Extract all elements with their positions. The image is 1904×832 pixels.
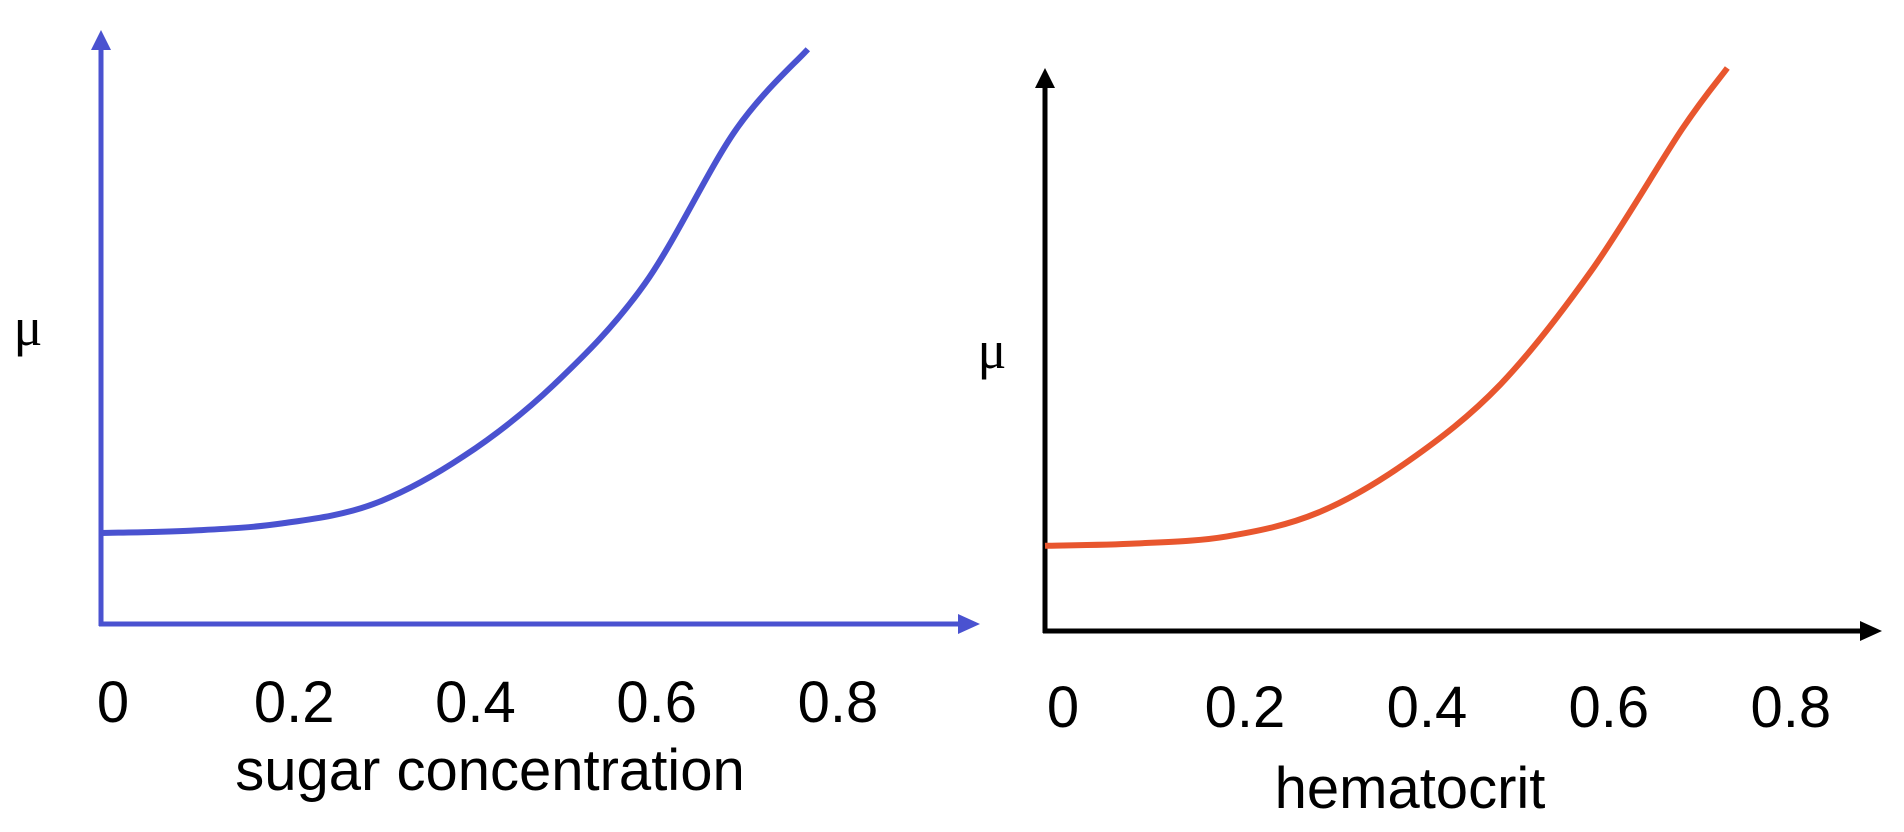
sugar-x-tick-labels: 0 0.2 0.4 0.6 0.8 <box>97 670 878 735</box>
x-tick-label: 0.4 <box>435 670 516 735</box>
sugar-chart: 0 0.2 0.4 0.6 0.8 sugar concentration μ <box>14 30 980 803</box>
hematocrit-x-axis-title: hematocrit <box>1275 756 1546 821</box>
hematocrit-chart: 0 0.2 0.4 0.6 0.8 hematocrit μ <box>978 66 1882 821</box>
hematocrit-x-axis-arrow <box>1860 621 1882 641</box>
x-tick-label: 0.8 <box>1751 675 1832 740</box>
hematocrit-y-axis-arrow <box>1035 68 1055 88</box>
hematocrit-y-axis-title: μ <box>978 320 1007 380</box>
x-tick-label: 0 <box>97 670 129 735</box>
x-tick-label: 0.8 <box>798 670 879 735</box>
x-tick-label: 0.6 <box>616 670 697 735</box>
x-tick-label: 0.2 <box>1205 675 1286 740</box>
x-tick-label: 0 <box>1047 675 1079 740</box>
hematocrit-viscosity-curve <box>1044 66 1730 549</box>
hematocrit-x-tick-labels: 0 0.2 0.4 0.6 0.8 <box>1047 675 1831 740</box>
x-tick-label: 0.6 <box>1569 675 1650 740</box>
sugar-y-axis-arrow <box>91 30 111 50</box>
sugar-x-axis-title: sugar concentration <box>235 738 744 803</box>
x-tick-label: 0.2 <box>254 670 335 735</box>
x-tick-label: 0.4 <box>1387 675 1468 740</box>
sugar-y-axis-title: μ <box>14 297 43 357</box>
sugar-viscosity-curve <box>100 47 811 536</box>
sugar-x-axis-arrow <box>958 614 980 634</box>
